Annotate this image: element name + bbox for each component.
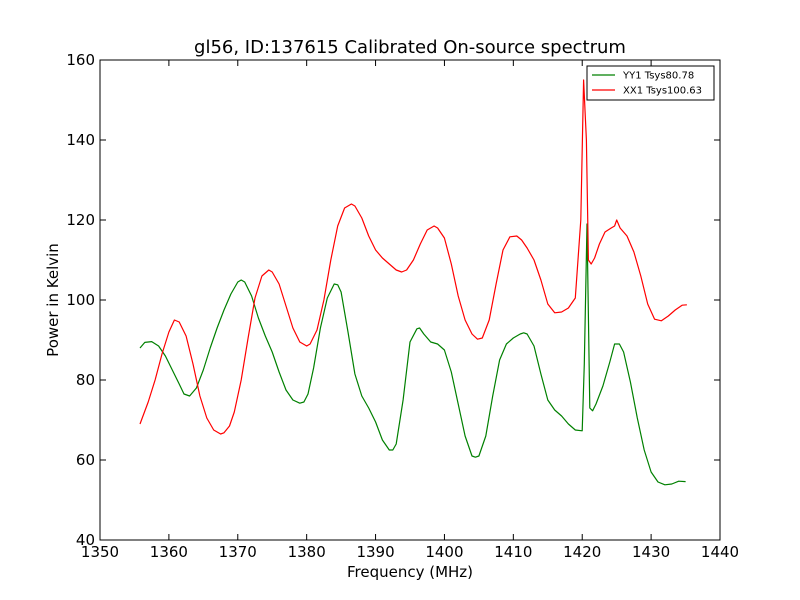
- legend-label-2: XX1 Tsys100.63: [623, 86, 702, 97]
- y-tick-label: 40: [76, 531, 95, 549]
- x-axis: 1350 1360 1370 1380 1390 1400 1410 1420 1430 1440: [81, 60, 739, 561]
- x-tick-label: 1410: [494, 543, 532, 561]
- legend-label-1: YY1 Tsys80.78: [622, 71, 694, 82]
- y-tick-label: 140: [66, 131, 95, 149]
- x-tick-label: 1380: [288, 543, 326, 561]
- y-axis: 40 60 80 100 120 140 160: [66, 51, 720, 549]
- y-tick-label: 100: [66, 291, 95, 309]
- x-tick-label: 1440: [701, 543, 739, 561]
- y-axis-label: Power in Kelvin: [44, 243, 62, 357]
- y-tick-label: 120: [66, 211, 95, 229]
- y-tick-label: 80: [76, 371, 95, 389]
- y-tick-label: 160: [66, 51, 95, 69]
- legend: YY1 Tsys80.78 XX1 Tsys100.63: [586, 65, 715, 101]
- x-tick-label: 1390: [356, 543, 394, 561]
- plot-area: [99, 59, 721, 541]
- legend-box: [586, 65, 715, 101]
- x-tick-label: 1400: [425, 543, 463, 561]
- x-tick-label: 1360: [150, 543, 188, 561]
- x-tick-label: 1370: [219, 543, 257, 561]
- chart-title: gl56, ID:137615 Calibrated On-source spe…: [194, 37, 626, 58]
- x-tick-label: 1420: [563, 543, 601, 561]
- x-tick-label: 1430: [632, 543, 670, 561]
- series-line-2: [139, 79, 687, 435]
- series-line-1: [139, 223, 686, 486]
- y-tick-label: 60: [76, 451, 95, 469]
- series-group: [139, 79, 687, 486]
- x-tick-label: 1350: [81, 543, 119, 561]
- x-axis-label: Frequency (MHz): [347, 563, 473, 581]
